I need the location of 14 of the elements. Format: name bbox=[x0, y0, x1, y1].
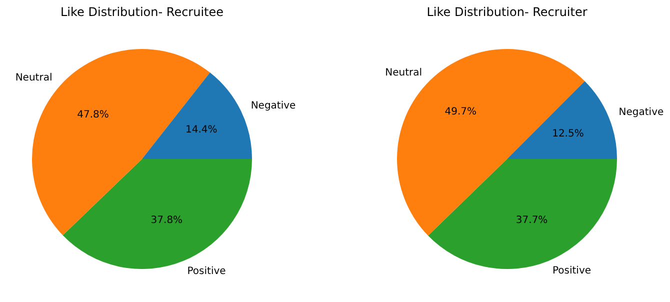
slice-label: Neutral bbox=[15, 72, 52, 84]
chart-title: Like Distribution- Recruitee bbox=[60, 5, 224, 20]
slice-label: Positive bbox=[187, 266, 226, 277]
slice-label: Negative bbox=[618, 107, 664, 118]
data-label: 37.7% bbox=[516, 214, 548, 226]
data-label: 37.8% bbox=[150, 214, 183, 226]
data-label: 49.7% bbox=[444, 106, 477, 118]
data-label: 14.4% bbox=[185, 124, 218, 136]
data-label: 47.8% bbox=[77, 109, 109, 120]
slice-label: Positive bbox=[552, 266, 592, 277]
data-label: 12.5% bbox=[552, 128, 584, 140]
chart-title: Like Distribution- Recruiter bbox=[426, 5, 588, 20]
slice-label: Negative bbox=[250, 100, 296, 112]
slice-label: Neutral bbox=[385, 67, 422, 78]
